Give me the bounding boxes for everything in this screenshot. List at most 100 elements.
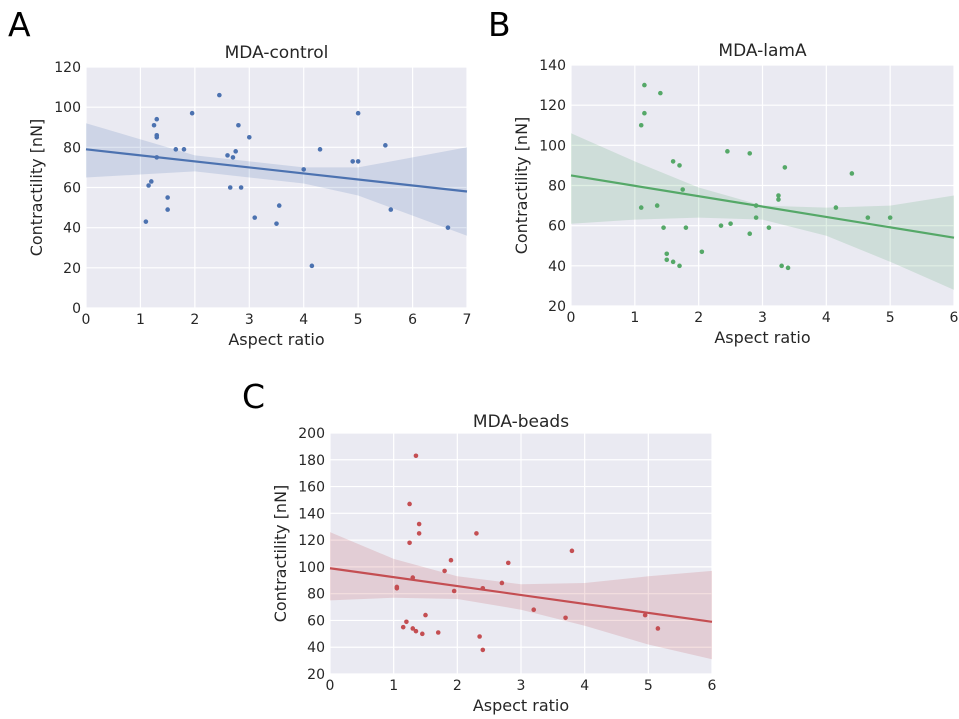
- data-point: [423, 612, 428, 618]
- data-point: [420, 631, 425, 637]
- y-tick-label: 20: [307, 667, 325, 683]
- data-point: [638, 205, 644, 210]
- x-tick-label: 5: [354, 312, 363, 328]
- regression-line: [85, 148, 468, 193]
- y-tick-label: 180: [298, 453, 325, 469]
- data-point: [413, 453, 419, 459]
- y-tick-label: 120: [54, 60, 81, 76]
- data-point: [865, 215, 871, 220]
- x-tick-label: 0: [82, 312, 91, 328]
- data-point: [189, 110, 195, 116]
- data-point: [753, 215, 759, 220]
- y-tick-label: 40: [307, 640, 325, 656]
- data-point: [670, 159, 676, 164]
- data-point: [448, 557, 454, 563]
- data-point: [154, 134, 160, 140]
- data-point: [445, 225, 451, 230]
- data-point: [233, 149, 238, 154]
- data-point: [480, 647, 486, 653]
- x-tick-label: 1: [136, 312, 145, 328]
- data-point: [309, 263, 315, 269]
- data-point: [670, 259, 676, 265]
- x-tick-label: 7: [463, 312, 472, 328]
- y-tick-label: 140: [539, 58, 566, 74]
- x-tick-label: 6: [950, 310, 959, 326]
- data-point: [677, 163, 682, 168]
- data-point: [230, 155, 236, 160]
- data-point: [165, 195, 170, 200]
- panel-letter: A: [8, 5, 31, 44]
- data-point: [252, 215, 258, 220]
- data-point: [654, 203, 660, 208]
- x-tick-label: 6: [708, 678, 717, 694]
- confidence-band: [571, 133, 954, 290]
- x-tick-label: 1: [630, 310, 639, 326]
- y-tick-label: 40: [63, 221, 81, 237]
- y-tick-label: 40: [548, 259, 566, 275]
- data-point: [149, 179, 154, 184]
- y-tick-label: 20: [63, 261, 81, 277]
- data-point: [407, 540, 412, 546]
- data-point: [474, 531, 479, 536]
- data-point: [718, 223, 724, 228]
- data-point: [499, 580, 505, 586]
- y-tick-label: 20: [548, 299, 566, 315]
- x-tick-label: 4: [580, 678, 589, 694]
- data-point: [151, 122, 157, 128]
- data-point: [350, 159, 356, 164]
- data-point: [563, 615, 568, 621]
- y-tick-label: 120: [298, 533, 325, 549]
- data-point: [664, 257, 670, 263]
- y-axis-label: Contractility [nN]: [27, 119, 46, 257]
- data-point: [728, 221, 733, 226]
- x-tick-label: 6: [408, 312, 417, 328]
- y-tick-label: 140: [298, 506, 325, 522]
- data-point: [680, 187, 686, 192]
- panel-letter: B: [488, 5, 511, 44]
- data-point: [747, 231, 753, 236]
- data-point: [274, 221, 279, 226]
- panel-b: 0 1 2 3 4 5 6 20 40 60 80 100 120 140 Aspect ratio Cont…: [488, 5, 959, 347]
- panel-title: MDA-beads: [473, 412, 569, 432]
- data-point: [301, 167, 307, 172]
- data-point: [451, 588, 457, 594]
- data-point: [388, 207, 394, 212]
- x-axis-label: Aspect ratio: [714, 328, 810, 347]
- data-point: [143, 219, 149, 224]
- y-tick-label: 200: [298, 426, 325, 442]
- y-tick-label: 100: [54, 100, 81, 116]
- data-point: [404, 619, 409, 625]
- x-tick-label: 0: [567, 310, 576, 326]
- y-tick-label: 60: [63, 181, 81, 197]
- data-point: [416, 531, 422, 536]
- x-tick-label: 5: [644, 678, 653, 694]
- data-point: [227, 185, 233, 190]
- y-tick-label: 60: [548, 219, 566, 235]
- y-tick-label: 120: [539, 98, 566, 114]
- data-point: [413, 628, 419, 634]
- data-point: [416, 521, 422, 527]
- data-point: [154, 116, 160, 122]
- data-point: [766, 225, 772, 230]
- data-point: [683, 225, 689, 230]
- data-point: [677, 263, 682, 269]
- data-point: [638, 122, 644, 128]
- x-tick-label: 3: [245, 312, 254, 328]
- y-tick-label: 60: [307, 613, 325, 629]
- data-point: [642, 612, 648, 618]
- panel-letter: C: [242, 377, 265, 416]
- data-point: [355, 159, 361, 164]
- data-point: [173, 147, 179, 152]
- data-point: [642, 82, 647, 88]
- data-point: [225, 153, 230, 158]
- x-tick-label: 0: [326, 678, 335, 694]
- data-point: [238, 185, 244, 190]
- y-tick-label: 160: [298, 480, 325, 496]
- panel-c: 0 1 2 3 4 5 6 20 40 60 80 100 120 140 160 180 200 Aspect …: [242, 377, 717, 715]
- panel-a: 0 1 2 3 4 5 6 7 0 20 40 60 80 100 120 Aspect ratio Contr…: [8, 5, 471, 349]
- x-axis-label: Aspect ratio: [473, 696, 569, 715]
- data-point: [642, 110, 647, 116]
- x-tick-label: 2: [453, 678, 462, 694]
- data-point: [782, 165, 788, 170]
- data-point: [725, 149, 730, 154]
